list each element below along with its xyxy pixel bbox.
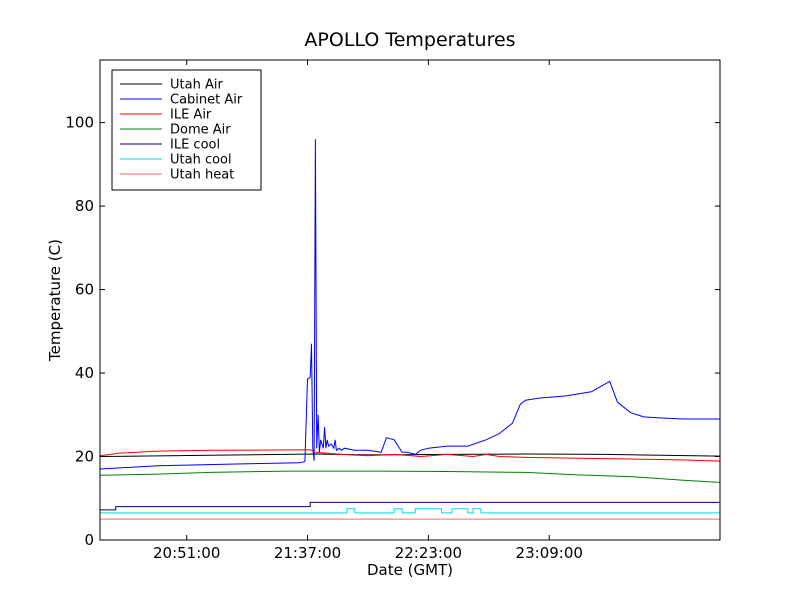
series-line-dome-air [100,470,720,483]
series-line-utah-air [100,453,720,457]
series-line-cabinet-air [100,139,720,470]
legend-label: Utah heat [170,168,234,183]
y-axis: 0 20 40 60 80 100 [65,114,720,549]
legend-label: Utah cool [170,153,232,168]
x-axis: 20:51:00 21:37:00 22:23:00 23:09:00 [153,60,583,562]
y-tick-label: 40 [75,364,94,382]
y-tick-label: 80 [75,197,94,215]
legend-label: Dome Air [170,123,231,138]
y-tick-label: 100 [65,114,94,132]
chart-title: APOLLO Temperatures [304,29,515,51]
x-tick-label: 21:37:00 [274,544,341,562]
y-tick-label: 0 [84,531,94,549]
legend-label: Utah Air [170,78,223,93]
y-tick-label: 60 [75,281,94,299]
legend-label: ILE cool [170,138,220,153]
x-axis-label: Date (GMT) [367,561,453,579]
series-line-utah-cool [100,508,720,514]
x-tick-label: 23:09:00 [516,544,583,562]
legend-box [111,69,262,191]
x-tick-label: 20:51:00 [153,544,220,562]
x-tick-label: 22:23:00 [395,544,462,562]
legend-label: Cabinet Air [170,93,243,108]
legend-label: ILE Air [170,108,212,123]
series-line-ile-air [100,449,720,462]
series-layer [100,139,720,520]
plot-frame [99,59,721,541]
y-tick-label: 20 [75,448,94,466]
y-axis-label: Temperature (C) [46,239,64,362]
series-line-ile-cool [100,501,720,511]
